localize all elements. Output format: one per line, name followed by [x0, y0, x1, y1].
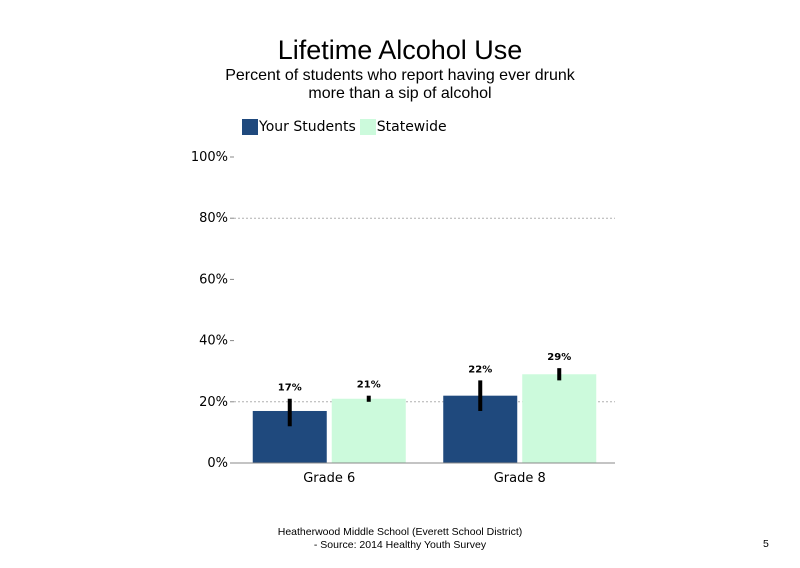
y-tick-label: 80%	[199, 211, 228, 226]
footer-source: - Source: 2014 Healthy Youth Survey	[313, 539, 487, 551]
legend-label-statewide: Statewide	[376, 119, 447, 135]
y-tick-label: 20%	[199, 395, 228, 410]
legend-swatch-your-students	[242, 119, 258, 135]
y-tick-label: 100%	[191, 150, 228, 165]
legend-swatch-statewide	[359, 119, 376, 135]
y-tick-label: 0%	[207, 456, 228, 471]
x-tick-label: Grade 8	[494, 471, 546, 486]
bar	[331, 398, 406, 463]
footer: Heatherwood Middle School (Everett Schoo…	[200, 526, 600, 552]
footer-school: Heatherwood Middle School (Everett Schoo…	[277, 526, 523, 538]
chart-subtitle: Percent of students who report having ev…	[225, 67, 575, 102]
x-tick-label: Grade 6	[303, 471, 355, 486]
legend: Your Students Statewide	[242, 118, 451, 136]
bar-chart: 0% 20% 40% 60% 80% 100% 17% 21% Grade 6 22% 29% Gra…	[191, 150, 615, 486]
y-tick-label: 40%	[199, 334, 228, 349]
legend-label-your-students: Your Students	[259, 119, 356, 135]
data-label: 22%	[468, 364, 492, 375]
chart-title: Lifetime Alcohol Use	[277, 35, 523, 65]
legend-item-statewide: Statewide	[359, 119, 447, 135]
legend-item-your-students: Your Students	[242, 119, 356, 135]
data-label: 17%	[278, 383, 302, 394]
page-number: 5	[763, 538, 769, 550]
y-tick-label: 60%	[199, 272, 228, 287]
bar	[522, 374, 597, 463]
data-label: 21%	[357, 380, 381, 391]
data-label: 29%	[547, 352, 571, 363]
